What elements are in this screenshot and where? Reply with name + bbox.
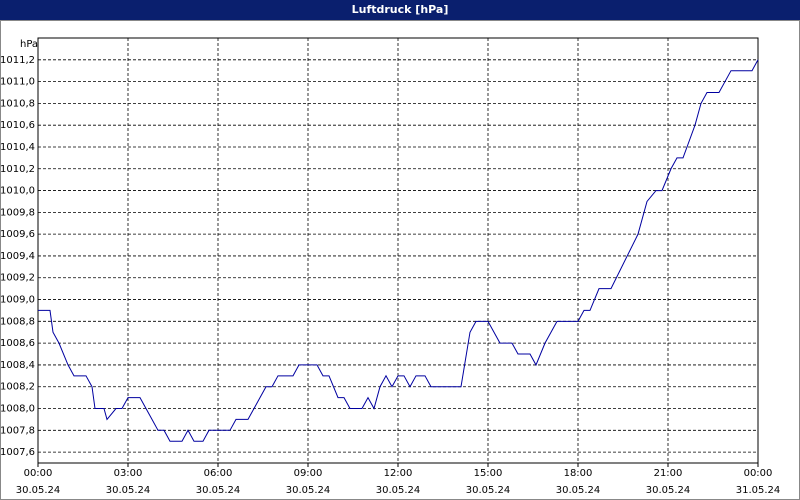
x-tick-label: 09:00 30.05.24 — [285, 468, 331, 496]
y-tick-label: 1010,0 — [0, 186, 35, 197]
y-tick-label: 1007,6 — [0, 447, 35, 458]
y-tick-label: 1009,2 — [0, 273, 35, 284]
chart-title: Luftdruck [hPa] — [0, 0, 800, 20]
y-tick-label: 1008,2 — [0, 382, 35, 393]
x-tick-label: 03:00 30.05.24 — [105, 468, 151, 496]
y-tick-label: 1009,4 — [0, 251, 35, 262]
y-tick-label: 1010,8 — [0, 98, 35, 109]
y-tick-label: 1009,0 — [0, 295, 35, 306]
x-tick-label: 00:00 31.05.24 — [735, 468, 781, 496]
x-tick-label: 15:00 30.05.24 — [465, 468, 511, 496]
x-tick-label: 12:00 30.05.24 — [375, 468, 421, 496]
y-tick-label: 1008,8 — [0, 316, 35, 327]
y-tick-label: 1010,4 — [0, 142, 35, 153]
y-tick-label: 1010,2 — [0, 164, 35, 175]
data-line — [38, 59, 759, 442]
x-tick-label: 06:00 30.05.24 — [195, 468, 241, 496]
y-tick-label: 1009,6 — [0, 229, 35, 240]
x-tick-label: 21:00 30.05.24 — [645, 468, 691, 496]
x-tick-label: 00:00 30.05.24 — [15, 468, 61, 496]
y-tick-label: 1010,6 — [0, 120, 35, 131]
y-tick-label: 1007,8 — [0, 425, 35, 436]
y-tick-label: 1011,0 — [0, 77, 35, 88]
y-tick-label: 1008,0 — [0, 404, 35, 415]
y-tick-label: 1011,2 — [0, 55, 35, 66]
y-tick-label: 1008,6 — [0, 338, 35, 349]
y-axis-label: hPa — [20, 39, 38, 50]
y-tick-label: 1008,4 — [0, 360, 35, 371]
y-tick-label: 1009,8 — [0, 207, 35, 218]
x-tick-label: 18:00 30.05.24 — [555, 468, 601, 496]
